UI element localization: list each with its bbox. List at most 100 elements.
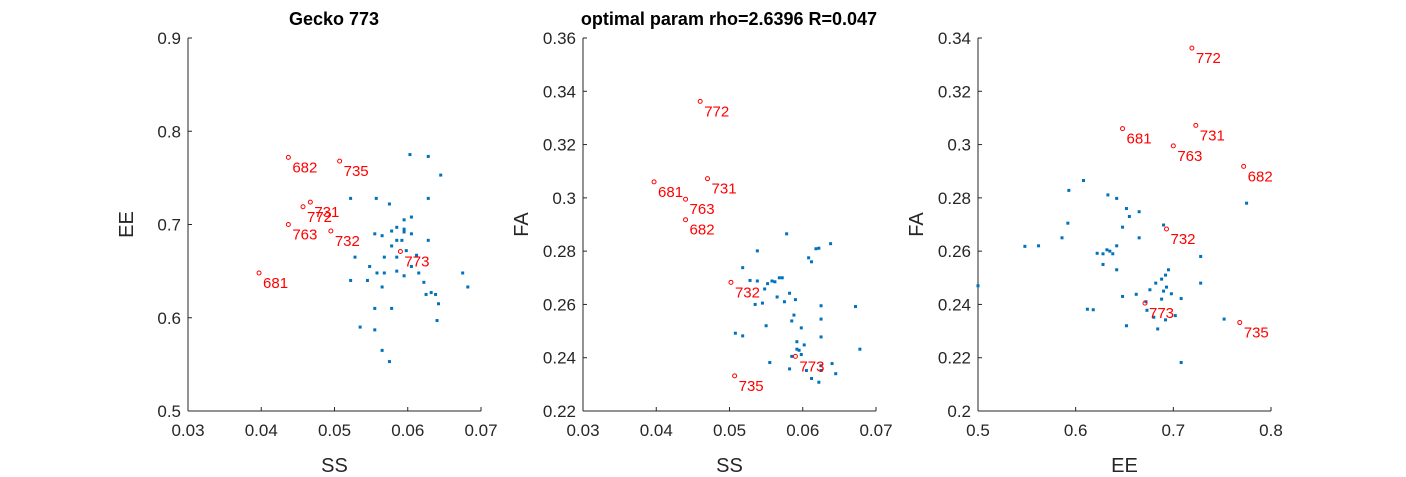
data-point <box>382 271 386 275</box>
data-point <box>373 328 377 332</box>
point-label: 732 <box>335 233 360 250</box>
data-point <box>1037 244 1041 248</box>
data-point <box>790 319 794 323</box>
data-point <box>395 225 399 229</box>
data-point <box>365 278 369 282</box>
point-label: 763 <box>292 227 317 244</box>
data-point <box>733 331 737 335</box>
data-point <box>375 271 379 275</box>
data-point <box>434 292 438 296</box>
data-point <box>373 232 377 236</box>
labeled-point-marker <box>732 373 738 379</box>
subplot-3: 0.5 0.6 0.7 0.8 0.2 0.22 0.24 0.26 0.28 0.3 0.32 0.… <box>906 29 1283 477</box>
x-axis-label: SS <box>321 455 348 477</box>
data-point <box>819 335 823 339</box>
data-point <box>741 334 745 338</box>
subplot-1: 0.03 0.04 0.05 0.06 0.07 0.5 0.6 0.7 0.8 0.9 SS EE G… <box>116 9 498 477</box>
data-point <box>415 253 419 257</box>
x-tick-label: 0.06 <box>786 421 819 440</box>
data-point <box>741 266 745 270</box>
y-tick-label: 0.24 <box>543 349 576 368</box>
data-point <box>402 274 406 278</box>
data-point <box>788 367 792 371</box>
point-label: 735 <box>1244 325 1269 342</box>
data-point <box>1160 297 1164 301</box>
data-point <box>1085 307 1089 311</box>
point-label: 731 <box>1200 127 1225 144</box>
data-point <box>1137 210 1141 214</box>
y-tick-label: 0.2 <box>947 402 971 421</box>
data-point <box>766 282 770 286</box>
data-point <box>1115 196 1119 200</box>
y-axis-label: FA <box>511 212 533 237</box>
data-point <box>426 238 430 242</box>
data-point <box>409 215 413 219</box>
y-tick-label: 0.5 <box>157 402 181 421</box>
data-point <box>807 256 811 260</box>
x-tick-label: 0.07 <box>859 421 892 440</box>
data-point <box>1108 249 1112 253</box>
labeled-point-marker <box>1237 320 1243 326</box>
y-tick-label: 0.34 <box>543 82 576 101</box>
data-point <box>435 319 439 323</box>
data-point <box>768 361 772 365</box>
point-label: 773 <box>404 254 429 271</box>
point-label: 682 <box>1248 168 1273 185</box>
data-point <box>1101 252 1105 256</box>
x-tick-label: 0.07 <box>464 421 497 440</box>
data-point <box>387 202 391 206</box>
data-point <box>1199 254 1203 258</box>
x-tick-label: 0.04 <box>640 421 673 440</box>
data-point <box>775 295 779 299</box>
data-point <box>1199 281 1203 285</box>
y-tick-label: 0.26 <box>543 295 576 314</box>
y-tick-label: 0.24 <box>938 295 971 314</box>
data-point <box>402 230 406 234</box>
data-point <box>819 369 823 373</box>
x-tick-label: 0.8 <box>1259 421 1283 440</box>
data-point <box>1160 277 1164 281</box>
data-point <box>1179 361 1183 365</box>
point-label: 735 <box>344 163 369 180</box>
data-point <box>395 238 399 242</box>
data-point <box>1101 262 1105 266</box>
y-tick-label: 0.22 <box>938 349 971 368</box>
data-point <box>976 284 980 288</box>
data-point <box>422 280 426 284</box>
x-tick-label: 0.03 <box>171 421 204 440</box>
data-point <box>1127 215 1131 219</box>
data-point <box>802 343 806 347</box>
data-point <box>1148 288 1152 292</box>
labeled-point-marker <box>1120 126 1126 132</box>
y-tick-label: 0.3 <box>947 136 971 155</box>
y-tick-label: 0.28 <box>938 189 971 208</box>
y-tick-label: 0.9 <box>157 29 181 48</box>
data-point <box>390 229 394 233</box>
data-point <box>380 285 384 289</box>
data-point <box>817 246 821 250</box>
y-axis-label: EE <box>116 211 138 238</box>
data-point <box>748 278 752 282</box>
data-point <box>426 154 430 158</box>
y-tick-label: 0.28 <box>543 242 576 261</box>
labeled-point-marker <box>792 353 798 359</box>
data-point <box>1154 281 1158 285</box>
y-axis-label: FA <box>906 212 928 237</box>
data-point <box>753 302 757 306</box>
data-point <box>1173 314 1177 318</box>
labeled-point-marker <box>728 279 734 285</box>
data-point <box>374 196 378 200</box>
labeled-point-marker <box>683 217 689 223</box>
data-point <box>785 232 789 236</box>
data-point <box>1105 248 1109 252</box>
data-point <box>780 276 784 280</box>
data-point <box>764 324 768 328</box>
labeled-point-marker <box>1193 122 1199 128</box>
data-point <box>461 271 465 275</box>
data-point <box>1169 292 1173 296</box>
point-label: 682 <box>690 222 715 239</box>
y-tick-label: 0.6 <box>157 309 181 328</box>
data-point <box>382 255 386 259</box>
labeled-point-marker <box>1241 163 1247 169</box>
data-point <box>819 317 823 321</box>
